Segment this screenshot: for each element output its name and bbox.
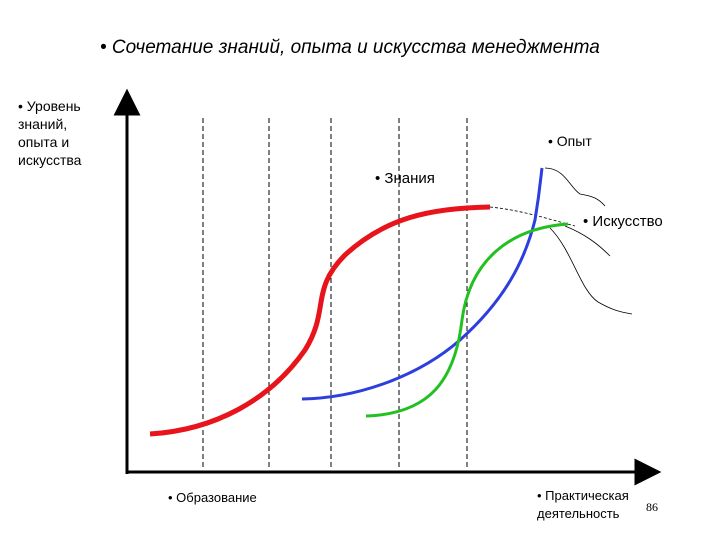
experience-forecast-line [544,167,606,207]
knowledge-curve [149,204,491,437]
experience-curve [301,167,544,401]
slide-title: • Сочетание знаний, опыта и искусства ме… [100,37,600,58]
experience-label: • Опыт [548,133,592,149]
y-axis-label: • Уровень знаний, опыта и искусства [18,98,82,168]
page-number: 86 [646,500,658,514]
art-curve [365,222,569,418]
art-label: • Искусство [583,213,663,230]
x-label-practice: • Практическая деятельность [537,488,629,521]
art-forecast-upper-line [564,225,611,257]
knowledge-label: • Знания [375,170,435,187]
x-label-education: • Образование [168,490,257,505]
forecast-lines [489,167,633,315]
art-forecast-line [549,227,633,315]
